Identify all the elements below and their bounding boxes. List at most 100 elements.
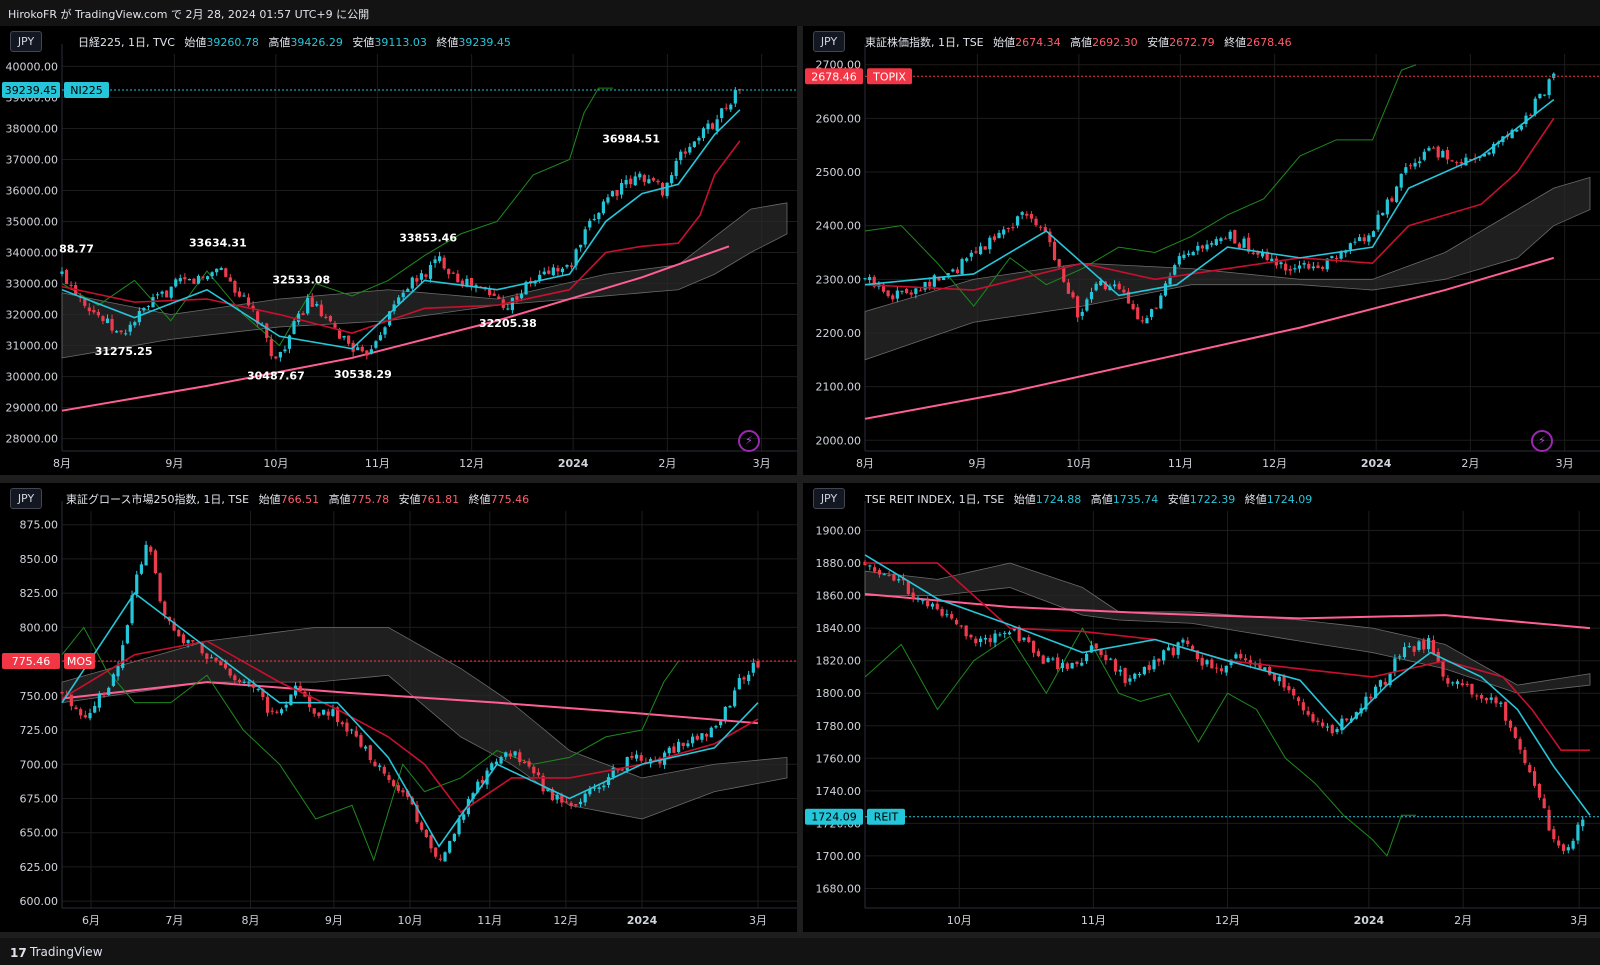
x-tick-label: 3月 (749, 914, 767, 927)
candle-body (1118, 669, 1122, 672)
y-tick-label: 1780.00 (816, 720, 862, 733)
candle-body (1029, 213, 1034, 219)
candle-body (686, 743, 690, 747)
candle-body (401, 790, 405, 793)
candle-body (1364, 696, 1368, 710)
candle-body (911, 592, 915, 599)
candle-body (139, 564, 144, 574)
candle-body (196, 275, 201, 284)
candle-body (383, 327, 387, 335)
growth250-chart-panel[interactable]: 875.00850.00825.00800.00775.00750.00725.… (0, 483, 797, 932)
candle-body (1113, 284, 1117, 287)
x-tick-label: 10月 (398, 914, 423, 927)
candle-body (601, 201, 605, 214)
candles (60, 87, 742, 362)
candle-body (1519, 125, 1523, 130)
candle-body (1070, 662, 1074, 669)
candle-body (513, 751, 517, 756)
currency-button[interactable]: JPY (10, 488, 42, 509)
candle-body (1510, 129, 1514, 139)
symbol-tag (867, 68, 912, 85)
candle-body (1378, 680, 1383, 687)
candle-body (979, 638, 983, 643)
candle-body (1186, 253, 1191, 255)
candle-body (135, 574, 139, 595)
x-tick-label: 9月 (325, 914, 343, 927)
y-tick-label: 30000.00 (6, 371, 59, 384)
candle-body (916, 598, 920, 600)
candle-body (1492, 144, 1496, 154)
y-tick-label: 1820.00 (816, 655, 862, 668)
candle-body (480, 779, 485, 784)
candle-body (497, 296, 501, 299)
growth250-chart[interactable]: 875.00850.00825.00800.00775.00750.00725.… (0, 483, 797, 932)
price-annotation: 88.77 (59, 243, 94, 256)
lightning-icon[interactable]: ⚡ (1531, 430, 1553, 452)
candle-body (205, 276, 210, 280)
candle-body (270, 710, 274, 712)
candle-body (882, 574, 886, 576)
candle-body (396, 785, 400, 791)
last-price-tag (2, 652, 60, 669)
candle-body (1270, 258, 1274, 262)
close-value: 2678.46 (1246, 36, 1292, 49)
candle-body (433, 259, 437, 264)
topix-chart[interactable]: 2700.002600.002500.002400.002300.002200.… (803, 26, 1600, 475)
candle-body (1066, 282, 1070, 294)
reit-chart[interactable]: 1900.00 1880.00 1860.00 1840.00 1820.00 1800.… (803, 483, 1600, 932)
reit-chart-panel[interactable]: 1900.00 1880.00 1860.00 1840.00 1820.00 1800.… (803, 483, 1600, 932)
candle-body (742, 677, 746, 680)
candle-body (1210, 243, 1214, 245)
candle-body (387, 775, 391, 780)
candle-body (265, 323, 269, 338)
nikkei-chart[interactable]: 40000.0039000.0038000.0037000.0036000.00… (0, 26, 797, 475)
candle-body (674, 160, 678, 176)
candle-body (1031, 640, 1036, 653)
candle-body (532, 766, 536, 774)
currency-button[interactable]: JPY (813, 488, 845, 509)
candle-body (205, 653, 209, 659)
candle-body (1136, 307, 1140, 320)
nikkei-chart-panel[interactable]: 40000.0039000.0038000.0037000.0036000.00… (0, 26, 797, 475)
candle-body (397, 297, 401, 304)
candle-body (1311, 266, 1315, 269)
candle-body (538, 274, 542, 281)
candle-body (144, 544, 148, 566)
ichimoku-cloud (864, 562, 1591, 694)
candle-body (1195, 650, 1199, 660)
candle-body (1532, 771, 1537, 786)
x-tick-label: 12月 (553, 914, 578, 927)
currency-button[interactable]: JPY (813, 31, 845, 52)
candle-body (1131, 303, 1135, 310)
candle-body (133, 322, 137, 326)
candle-body (527, 761, 531, 767)
candle-body (940, 609, 944, 616)
currency-button[interactable]: JPY (10, 31, 42, 52)
candle-body (872, 276, 876, 287)
candle-body (1084, 653, 1089, 662)
candle-body (1196, 245, 1200, 251)
y-tick-label: 875.00 (20, 519, 59, 532)
x-tick-label: 11月 (1168, 457, 1193, 470)
candle-body (1293, 268, 1297, 270)
candle-body (1296, 697, 1301, 702)
candle-body (1243, 658, 1248, 661)
candle-body (1057, 259, 1061, 267)
candle-body (92, 309, 96, 313)
lightning-icon[interactable]: ⚡ (738, 430, 760, 452)
candle-body (592, 218, 596, 220)
candle-body (233, 675, 237, 681)
candle-body (965, 258, 969, 261)
candle-body (114, 331, 119, 333)
candle-body (1464, 157, 1468, 166)
candle-body (665, 182, 669, 197)
topix-chart-panel[interactable]: 2700.00 2600.00 2500.00 2400.00 2300.00 2200.… (803, 26, 1600, 475)
candle-body (560, 794, 564, 803)
brand-name[interactable]: TradingView (30, 945, 103, 959)
y-tick-label: 38000.00 (6, 122, 59, 135)
candle-body (296, 313, 301, 322)
candle-body (174, 279, 178, 287)
candle-body (706, 123, 710, 130)
x-tick-label: 10月 (263, 457, 288, 470)
tradingview-logo-icon[interactable]: 17 (10, 946, 27, 960)
